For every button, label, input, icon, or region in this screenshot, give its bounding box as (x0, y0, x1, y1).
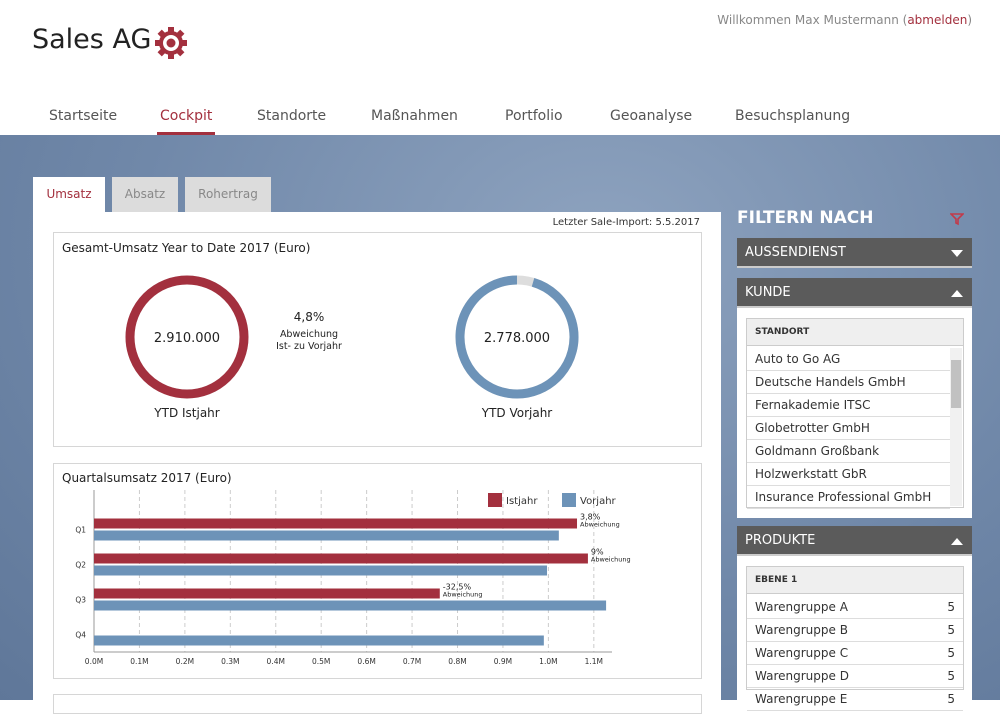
list-frame (746, 318, 964, 508)
import-note: Letzter Sale-Import: 5.5.2017 (552, 217, 700, 228)
scrollbar-thumb (951, 360, 961, 408)
item-count: 5 (947, 623, 955, 637)
nav-item[interactable]: Maßnahmen (371, 108, 458, 124)
nav-item[interactable]: Geoanalyse (610, 108, 693, 124)
brand: Sales AG (32, 24, 152, 55)
welcome-text: Willkommen Max Mustermann ( (717, 13, 908, 27)
list-item[interactable]: Globetrotter GmbH (747, 417, 950, 440)
item-count: 5 (947, 692, 955, 706)
logout-link[interactable]: abmelden (907, 13, 968, 27)
arrow-shape (951, 290, 963, 297)
item-count: 5 (947, 646, 955, 660)
tab[interactable]: Umsatz (33, 177, 105, 212)
list-item[interactable]: Fernakademie ITSC (747, 394, 950, 417)
welcome-text: ) (967, 13, 972, 27)
toggle-arrow[interactable] (950, 536, 964, 546)
list-item[interactable]: Deutsche Handels GmbH (747, 371, 950, 394)
tab[interactable]: Rohertrag (185, 177, 271, 212)
logo-spike (176, 48, 185, 57)
logo-spike (168, 54, 174, 59)
panel-title: Quartalsumsatz 2017 (Euro) (62, 471, 232, 485)
list-item[interactable]: Warengruppe C (747, 642, 963, 665)
logo-spike (157, 48, 166, 57)
logo-spike (157, 29, 166, 38)
item-count: 5 (947, 600, 955, 614)
nav-item[interactable]: Cockpit (160, 108, 213, 124)
list-item[interactable]: Holzwerkstatt GbR (747, 463, 950, 486)
logo-spike (182, 40, 187, 46)
section-header[interactable]: PRODUKTE (737, 526, 972, 556)
list-header: STANDORT (747, 319, 963, 346)
list-item[interactable]: Warengruppe A (747, 596, 963, 619)
filter-icon[interactable] (950, 212, 964, 226)
sidebar-title: FILTERN NACH (737, 208, 874, 228)
toggle-arrow[interactable] (950, 248, 964, 258)
logo-spike (155, 40, 160, 46)
toggle-arrow[interactable] (950, 288, 964, 298)
item-count: 5 (947, 669, 955, 683)
panel (53, 694, 702, 714)
logo (155, 27, 187, 59)
welcome: Willkommen Max Mustermann (abmelden) (717, 13, 972, 27)
nav-item[interactable]: Standorte (257, 108, 327, 124)
tab[interactable]: Absatz (112, 177, 178, 212)
arrow-shape (951, 250, 963, 257)
arrow-shape (951, 538, 963, 545)
section-header[interactable]: AUSSENDIENST (737, 238, 972, 268)
list-item[interactable]: Warengruppe B (747, 619, 963, 642)
donut-panel (53, 232, 702, 447)
panel-title: Gesamt-Umsatz Year to Date 2017 (Euro) (62, 241, 311, 255)
logo-spike (176, 29, 185, 38)
logo-spike (168, 27, 174, 32)
list-item[interactable]: Goldmann Großbank (747, 440, 950, 463)
section-header[interactable]: KUNDE (737, 278, 972, 308)
list-item[interactable]: Warengruppe D (747, 665, 963, 688)
list-item[interactable]: Auto to Go AG (747, 348, 950, 371)
list-header: EBENE 1 (747, 567, 963, 594)
list-item[interactable]: Insurance Professional GmbH (747, 486, 950, 509)
nav-item[interactable]: Besuchsplanung (735, 108, 851, 124)
nav-item[interactable]: Startseite (49, 108, 118, 124)
nav-item[interactable]: Portfolio (505, 108, 563, 124)
bar-panel (53, 463, 702, 679)
